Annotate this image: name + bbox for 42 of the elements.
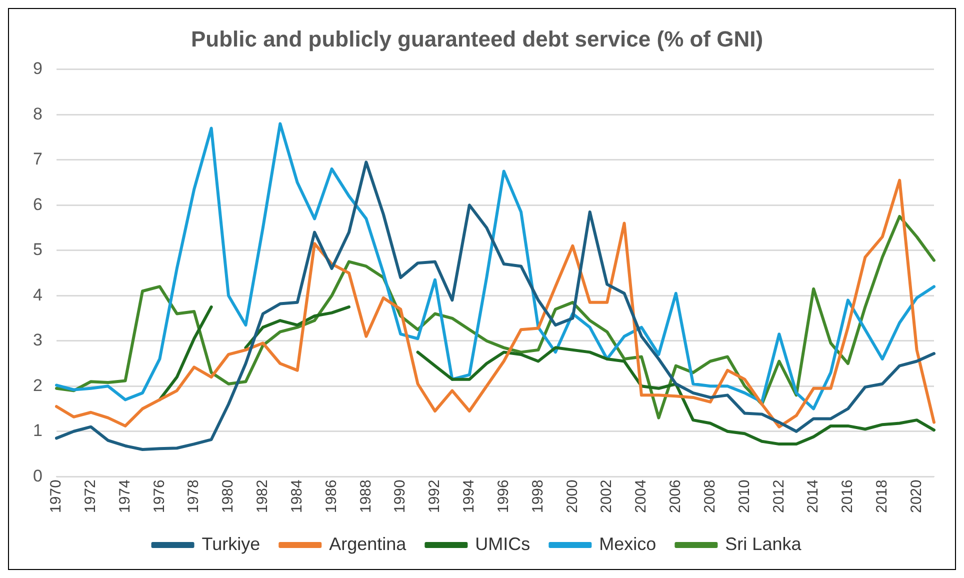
x-tick-label: 2020 bbox=[908, 480, 925, 514]
x-tick-label: 1974 bbox=[116, 480, 134, 514]
x-tick-label: 2014 bbox=[804, 480, 822, 514]
x-tick-label: 1996 bbox=[494, 480, 512, 514]
x-tick-label: 1988 bbox=[357, 480, 374, 514]
y-tick-label: 7 bbox=[32, 150, 42, 169]
x-tick-label: 1998 bbox=[529, 480, 546, 514]
legend-label: UMICs bbox=[475, 534, 530, 554]
x-tick-label: 1972 bbox=[82, 480, 100, 514]
x-tick-label: 2018 bbox=[874, 480, 891, 514]
x-tick-label: 1978 bbox=[185, 480, 202, 514]
x-tick-label: 1990 bbox=[392, 480, 409, 514]
x-tick-label: 2006 bbox=[667, 480, 684, 514]
x-tick-label: 1970 bbox=[48, 480, 65, 514]
y-tick-label: 9 bbox=[32, 59, 42, 78]
chart-title: Public and publicly guaranteed debt service (% of GNI) bbox=[190, 26, 764, 52]
x-tick-label: 2004 bbox=[632, 480, 650, 514]
y-tick-label: 0 bbox=[32, 466, 42, 486]
x-tick-label: 1992 bbox=[426, 480, 444, 514]
y-tick-label: 8 bbox=[32, 104, 42, 124]
legend-label: Turkiye bbox=[202, 534, 260, 554]
x-tick-label: 2012 bbox=[770, 480, 788, 514]
x-tick-label: 2016 bbox=[839, 480, 856, 514]
x-tick-label: 2002 bbox=[598, 480, 616, 514]
x-tick-label: 1986 bbox=[322, 480, 340, 514]
y-tick-label: 5 bbox=[32, 240, 42, 260]
x-tick-label: 1980 bbox=[220, 480, 237, 514]
y-tick-label: 4 bbox=[32, 285, 42, 304]
legend-label: Sri Lanka bbox=[725, 534, 802, 554]
x-tick-label: 1984 bbox=[288, 480, 306, 514]
x-tick-label: 1994 bbox=[460, 480, 478, 514]
y-tick-label: 3 bbox=[32, 330, 42, 350]
y-tick-label: 1 bbox=[32, 421, 42, 440]
legend-label: Mexico bbox=[599, 534, 656, 554]
y-tick-label: 2 bbox=[32, 376, 42, 395]
x-tick-label: 1982 bbox=[254, 480, 272, 514]
x-tick-label: 1976 bbox=[150, 480, 168, 514]
y-tick-label: 6 bbox=[32, 194, 42, 214]
x-tick-label: 2010 bbox=[736, 480, 753, 514]
x-tick-label: 2000 bbox=[564, 480, 581, 514]
legend-label: Argentina bbox=[329, 534, 408, 554]
x-tick-label: 2008 bbox=[701, 480, 718, 514]
